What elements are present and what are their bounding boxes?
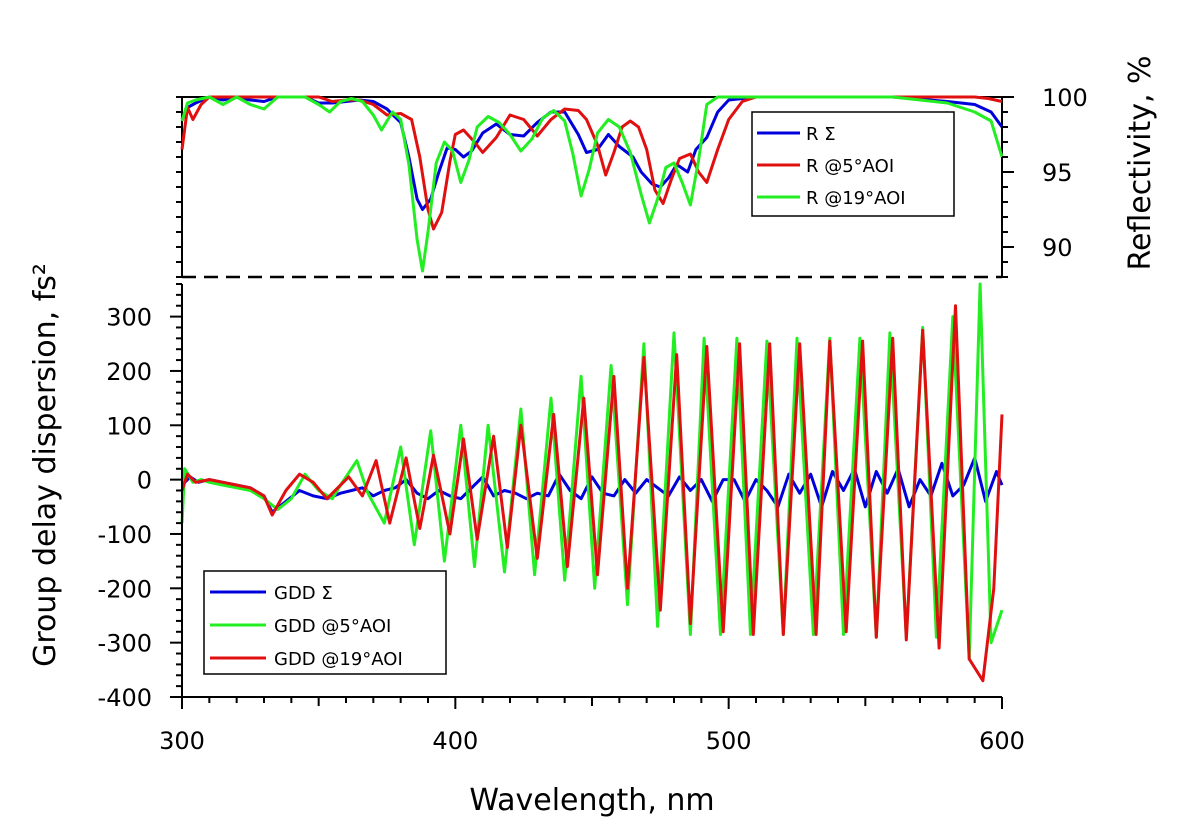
legend-label-r-5aoi: R @5°AOI <box>806 156 894 177</box>
legend-label-gdd-sum: GDD Σ <box>274 583 333 604</box>
gdd-series-group <box>180 282 1004 683</box>
wavelength-x-ticks: 300 400 500 600 <box>159 697 1025 755</box>
series-line-bottom-1 <box>180 282 1004 661</box>
gdd-axis-title: Group delay dispersion, fs² <box>28 263 63 667</box>
legend-label-r-sum: R Σ <box>806 124 836 145</box>
gdd-y-ticks: -400 -300 -200 -100 0 100 200 300 <box>98 283 182 712</box>
reflectivity-tick-label: 100 <box>1042 84 1088 112</box>
legend-label-r-19aoi: R @19°AOI <box>806 188 906 209</box>
series-line-bottom-2 <box>180 304 1004 683</box>
gdd-tick-label: -100 <box>98 521 152 549</box>
reflectivity-axis-title: Reflectivity, % <box>1123 55 1158 270</box>
legend-label-gdd-19aoi: GDD @19°AOI <box>274 649 403 670</box>
wavelength-tick-label: 500 <box>706 727 752 755</box>
reflectivity-panel: 90 95 100 Reflectivity, % R Σ R @5°AOI R @… <box>176 55 1158 279</box>
gdd-tick-label: -400 <box>98 684 152 712</box>
gdd-tick-label: 200 <box>106 358 152 386</box>
gdd-legend: GDD Σ GDD @5°AOI GDD @19°AOI <box>203 570 447 675</box>
wavelength-tick-label: 400 <box>432 727 478 755</box>
reflectivity-ticks: 90 95 100 <box>176 84 1088 278</box>
series-line-top-2 <box>180 95 1004 273</box>
wavelength-tick-label: 300 <box>159 727 205 755</box>
reflectivity-tick-label: 95 <box>1042 159 1073 187</box>
reflectivity-legend: R Σ R @5°AOI R @19°AOI <box>751 111 955 217</box>
legend-label-gdd-5aoi: GDD @5°AOI <box>274 616 391 637</box>
gdd-tick-label: -200 <box>98 575 152 603</box>
reflectivity-tick-label: 90 <box>1042 234 1073 262</box>
gdd-tick-label: 100 <box>106 412 152 440</box>
wavelength-tick-label: 600 <box>979 727 1025 755</box>
gdd-tick-label: 0 <box>137 467 152 495</box>
gdd-tick-label: -300 <box>98 630 152 658</box>
gdd-tick-label: 300 <box>106 304 152 332</box>
wavelength-axis-title: Wavelength, nm <box>469 783 714 818</box>
reflectivity-series-group <box>180 95 1004 273</box>
